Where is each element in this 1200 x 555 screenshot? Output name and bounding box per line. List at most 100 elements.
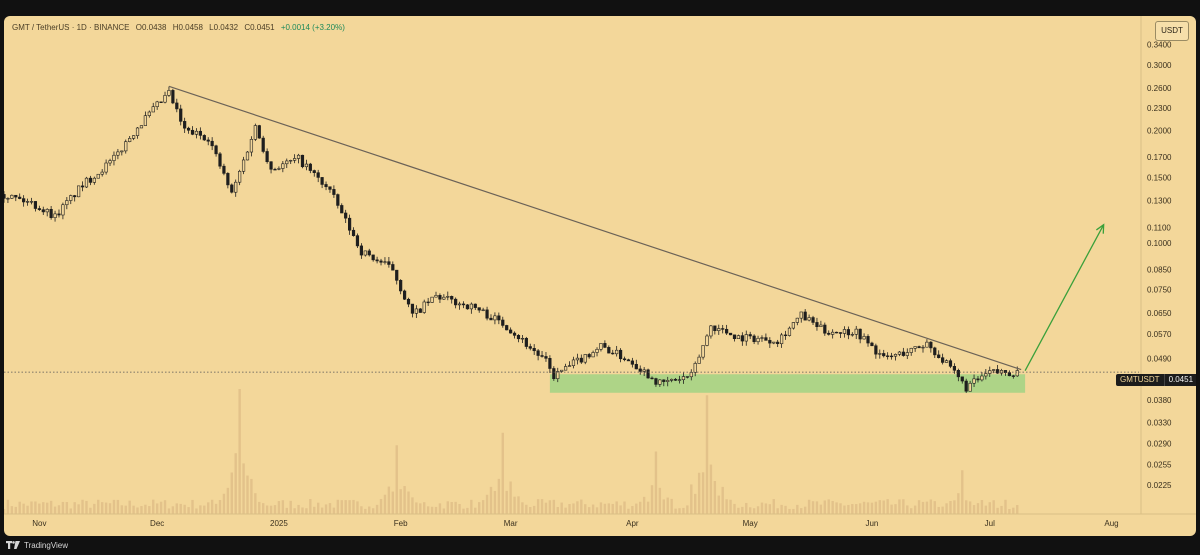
support-zone <box>549 374 1026 393</box>
volume-bar <box>238 389 241 514</box>
candle-up <box>999 370 1004 374</box>
volume-bar <box>34 501 37 514</box>
volume-bar <box>662 499 665 514</box>
candle-down <box>552 368 556 380</box>
candle-down <box>351 229 356 236</box>
volume-bar <box>910 508 913 514</box>
candle-down <box>183 121 187 129</box>
volume-bar <box>108 503 112 514</box>
candle-up <box>112 154 116 161</box>
time-tick-label: Mar <box>504 519 518 528</box>
volume-bar <box>764 503 768 514</box>
candle-down <box>650 377 654 380</box>
candle-up <box>905 352 909 356</box>
volume-bar <box>81 499 84 514</box>
volume-bar <box>968 501 972 514</box>
price-chart[interactable]: 0.3400 0.3000 0.2600 0.2300 0.2000 0.1700 0.15… <box>4 16 1196 536</box>
candle-up <box>897 351 902 355</box>
volume-bar <box>949 500 952 514</box>
tradingview-logo-icon <box>6 541 20 549</box>
currency-selector[interactable]: USDT <box>1155 21 1189 41</box>
time-tick-label: Jul <box>985 519 995 528</box>
candle-down <box>866 336 870 344</box>
candle-up <box>92 177 96 183</box>
candle-up <box>77 185 81 198</box>
volume-bar <box>772 499 775 514</box>
candle-down <box>587 354 591 358</box>
volume-bar <box>191 499 194 514</box>
volume-bar <box>281 500 285 514</box>
high-value: H0.0458 <box>172 23 203 32</box>
volume-bar <box>631 506 634 514</box>
volume-bar <box>819 504 823 514</box>
price-tick-label: 0.1500 <box>1147 173 1172 182</box>
candle-down <box>387 261 391 265</box>
volume-bar <box>57 505 61 514</box>
volume-bar <box>332 507 336 514</box>
volume-bar <box>293 508 296 514</box>
volume-bar <box>183 504 186 514</box>
volume-bar <box>269 505 273 514</box>
change-value: +0.0014 (+3.20%) <box>280 23 345 32</box>
volume-bar <box>65 502 69 514</box>
candle-down <box>607 347 611 354</box>
candle-down <box>501 319 505 326</box>
volume-bar <box>768 504 772 514</box>
candle-down <box>638 368 642 372</box>
volume-bar <box>945 503 948 514</box>
candle-up <box>147 111 151 116</box>
volume-bar <box>725 499 728 514</box>
candle-down <box>996 369 1000 374</box>
candle-up <box>414 308 418 314</box>
candle-up <box>944 360 949 363</box>
candle-down <box>391 264 395 271</box>
candle-up <box>756 337 760 343</box>
candle-up <box>980 375 984 381</box>
candle-down <box>952 366 957 371</box>
volume-bar <box>803 506 807 514</box>
volume-bar <box>38 503 41 514</box>
volume-bar <box>148 506 151 514</box>
candle-up <box>772 341 776 344</box>
chart-panel[interactable]: GMT / TetherUS · 1D · BINANCE O0.0438 H0… <box>4 16 1196 536</box>
volume-bar <box>352 499 355 514</box>
price-tick-label: 0.2600 <box>1147 84 1172 93</box>
drawings <box>4 85 1139 373</box>
volume-bar <box>741 506 744 514</box>
candle-up <box>780 334 784 345</box>
candle-up <box>296 154 301 159</box>
candle-up <box>143 115 147 126</box>
volume-bar <box>540 499 544 514</box>
candle-down <box>465 304 470 310</box>
candle-down <box>512 332 517 336</box>
price-tick-label: 0.3000 <box>1147 61 1172 70</box>
candle-up <box>383 261 387 263</box>
candle-up <box>493 315 497 321</box>
candle-down <box>948 360 953 367</box>
candle-up <box>1015 370 1019 377</box>
volume-bar <box>929 499 933 514</box>
footer[interactable]: TradingView <box>6 538 68 552</box>
volume-bar <box>474 507 477 514</box>
volume-bar <box>458 504 461 514</box>
candle-down <box>324 184 328 188</box>
candle-up <box>677 379 682 381</box>
volume-bar <box>222 493 226 514</box>
candle-down <box>725 328 729 334</box>
candle-down <box>622 358 627 361</box>
volume-bar <box>273 505 277 514</box>
volume-bar <box>171 506 175 514</box>
candle-down <box>630 360 634 365</box>
volume-bar <box>128 500 131 514</box>
candle-up <box>564 366 568 371</box>
volume-bar <box>210 499 214 514</box>
candle-down <box>768 340 772 344</box>
volume-bar <box>199 505 202 514</box>
candle-down <box>882 353 886 357</box>
volume-bar <box>941 506 944 514</box>
candle-down <box>4 194 6 199</box>
candle-down <box>316 172 320 178</box>
volume-bar <box>313 506 316 514</box>
candle-down <box>611 352 615 355</box>
volume-bar <box>921 501 925 514</box>
